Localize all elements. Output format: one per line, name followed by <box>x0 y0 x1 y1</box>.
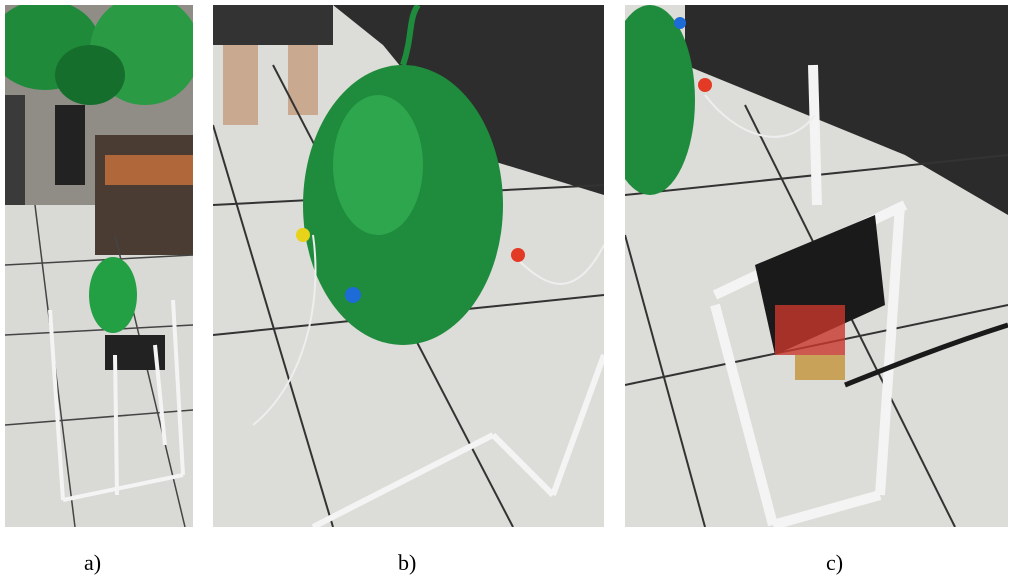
photo-b <box>213 5 604 527</box>
figure: a) b) c) (() => { const data = JSON.pars… <box>0 0 1011 578</box>
panel-label: a) <box>84 550 101 576</box>
photo-a <box>5 5 193 527</box>
panel-label: c) <box>826 550 843 576</box>
panel-label: b) <box>398 550 416 576</box>
photo-c <box>625 5 1008 527</box>
